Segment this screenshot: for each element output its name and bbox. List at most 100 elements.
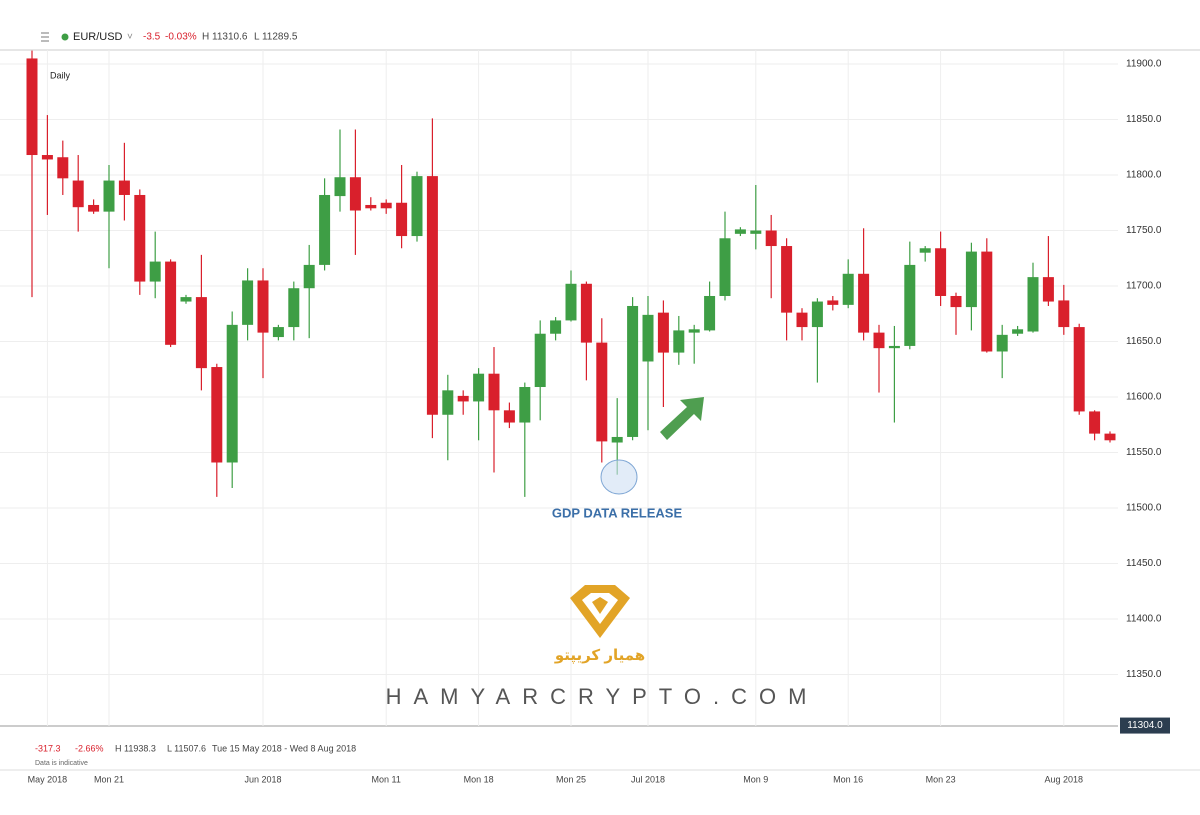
candle-body <box>750 230 762 234</box>
candle-body <box>1073 327 1085 412</box>
candle-body <box>426 176 438 415</box>
candle-body <box>334 177 346 197</box>
candle-body <box>580 283 592 343</box>
candle-body <box>873 332 885 349</box>
candle-body <box>349 177 361 211</box>
candle-body <box>950 295 962 308</box>
candle-body <box>765 230 777 247</box>
y-tick-label: 11900.0 <box>1126 59 1162 70</box>
candle-body <box>1104 433 1116 441</box>
candle-body <box>842 273 854 305</box>
candle-body <box>442 390 454 415</box>
candle-body <box>72 180 84 208</box>
candle-body <box>1135 400 1146 446</box>
candle-body <box>688 329 700 333</box>
candle-body <box>473 373 485 402</box>
candle-body <box>149 261 161 282</box>
candle-body <box>242 280 254 325</box>
x-tick-label: Mon 9 <box>743 774 768 784</box>
y-tick-label: 11700.0 <box>1126 281 1162 292</box>
status-dot <box>61 33 69 41</box>
symbol[interactable]: EUR/USD <box>73 31 123 43</box>
y-tick-label: 11650.0 <box>1126 336 1162 347</box>
x-tick-label: Aug 2018 <box>1045 774 1084 784</box>
logo <box>570 585 630 638</box>
last-price-box <box>1120 717 1170 734</box>
candle-body <box>380 202 392 209</box>
candle-body <box>534 333 546 388</box>
candle-body <box>396 202 408 237</box>
candle-body <box>904 264 916 346</box>
y-tick-label: 11500.0 <box>1126 503 1162 514</box>
candle-body <box>180 297 192 302</box>
candle-body <box>26 58 38 156</box>
y-tick-label: 11600.0 <box>1126 392 1162 403</box>
x-tick-label: May 2018 <box>28 774 68 784</box>
candle-body <box>165 261 177 345</box>
menu-icon[interactable] <box>41 32 49 42</box>
candle-body <box>596 342 608 442</box>
y-tick-label: 11750.0 <box>1126 225 1162 236</box>
candle-body <box>627 305 639 437</box>
candle-body <box>858 273 870 333</box>
y-tick-label: 11400.0 <box>1126 614 1162 625</box>
candle-body <box>519 387 531 423</box>
candle-body <box>303 264 315 289</box>
candle-body <box>981 251 993 352</box>
candle-body <box>673 330 685 353</box>
candle-body <box>550 320 562 334</box>
summary-high: H 11938.3 <box>115 743 156 753</box>
summary-change: -317.3 <box>35 743 61 753</box>
candle-body <box>411 176 423 237</box>
candle-body <box>1027 277 1039 332</box>
candle-body <box>57 157 69 179</box>
candle-body <box>827 300 839 305</box>
y-tick-label: 11450.0 <box>1126 558 1162 569</box>
x-tick-label: Mon 18 <box>464 774 494 784</box>
symbol-chevron[interactable]: ˅ <box>127 32 133 43</box>
candle-body <box>1058 300 1070 328</box>
annotation-label: GDP DATA RELEASE <box>552 505 683 520</box>
logo-text: همیار کریپتو <box>554 647 645 665</box>
summary-change-pct: -2.66% <box>75 743 104 753</box>
header-high: H 11310.6 <box>202 32 248 43</box>
x-tick-label: Mon 16 <box>833 774 863 784</box>
candle-body <box>657 312 669 353</box>
summary-low: L 11507.6 <box>167 743 206 753</box>
summary-range: Tue 15 May 2018 - Wed 8 Aug 2018 <box>212 743 356 753</box>
x-tick-label: Jul 2018 <box>631 774 665 784</box>
x-tick-label: Mon 23 <box>926 774 956 784</box>
candle-body <box>704 295 716 331</box>
candle-body <box>41 155 53 160</box>
candle-body <box>965 251 977 308</box>
header-change: -3.5 <box>143 32 161 43</box>
x-tick-label: Mon 11 <box>372 774 401 784</box>
candle-body <box>935 248 947 296</box>
candle-body <box>888 345 900 349</box>
candle-body <box>134 194 146 282</box>
candle-body <box>1042 277 1054 302</box>
y-tick-label: 11800.0 <box>1126 170 1162 181</box>
candle-body <box>195 297 207 369</box>
y-tick-label: 11550.0 <box>1126 447 1162 458</box>
candle-body <box>611 436 623 443</box>
candle-body <box>796 312 808 328</box>
candle-body <box>211 367 223 463</box>
header-change-pct: -0.03% <box>165 32 197 43</box>
candle-body <box>1012 329 1024 334</box>
x-tick-label: Mon 25 <box>556 774 586 784</box>
candle-body <box>1089 411 1101 434</box>
candle-body <box>103 180 115 212</box>
candle-body <box>1120 440 1131 446</box>
y-tick-label: 11850.0 <box>1126 114 1162 125</box>
x-tick-label: Mon 21 <box>94 774 124 784</box>
y-tick-label: 11350.0 <box>1126 669 1162 680</box>
candle-body <box>88 204 100 212</box>
candle-body <box>257 280 269 333</box>
interval-label: Daily <box>50 70 71 80</box>
candle-body <box>1166 383 1177 485</box>
candle-body <box>996 334 1008 352</box>
candle-body <box>719 238 731 296</box>
candle-body <box>457 395 469 402</box>
